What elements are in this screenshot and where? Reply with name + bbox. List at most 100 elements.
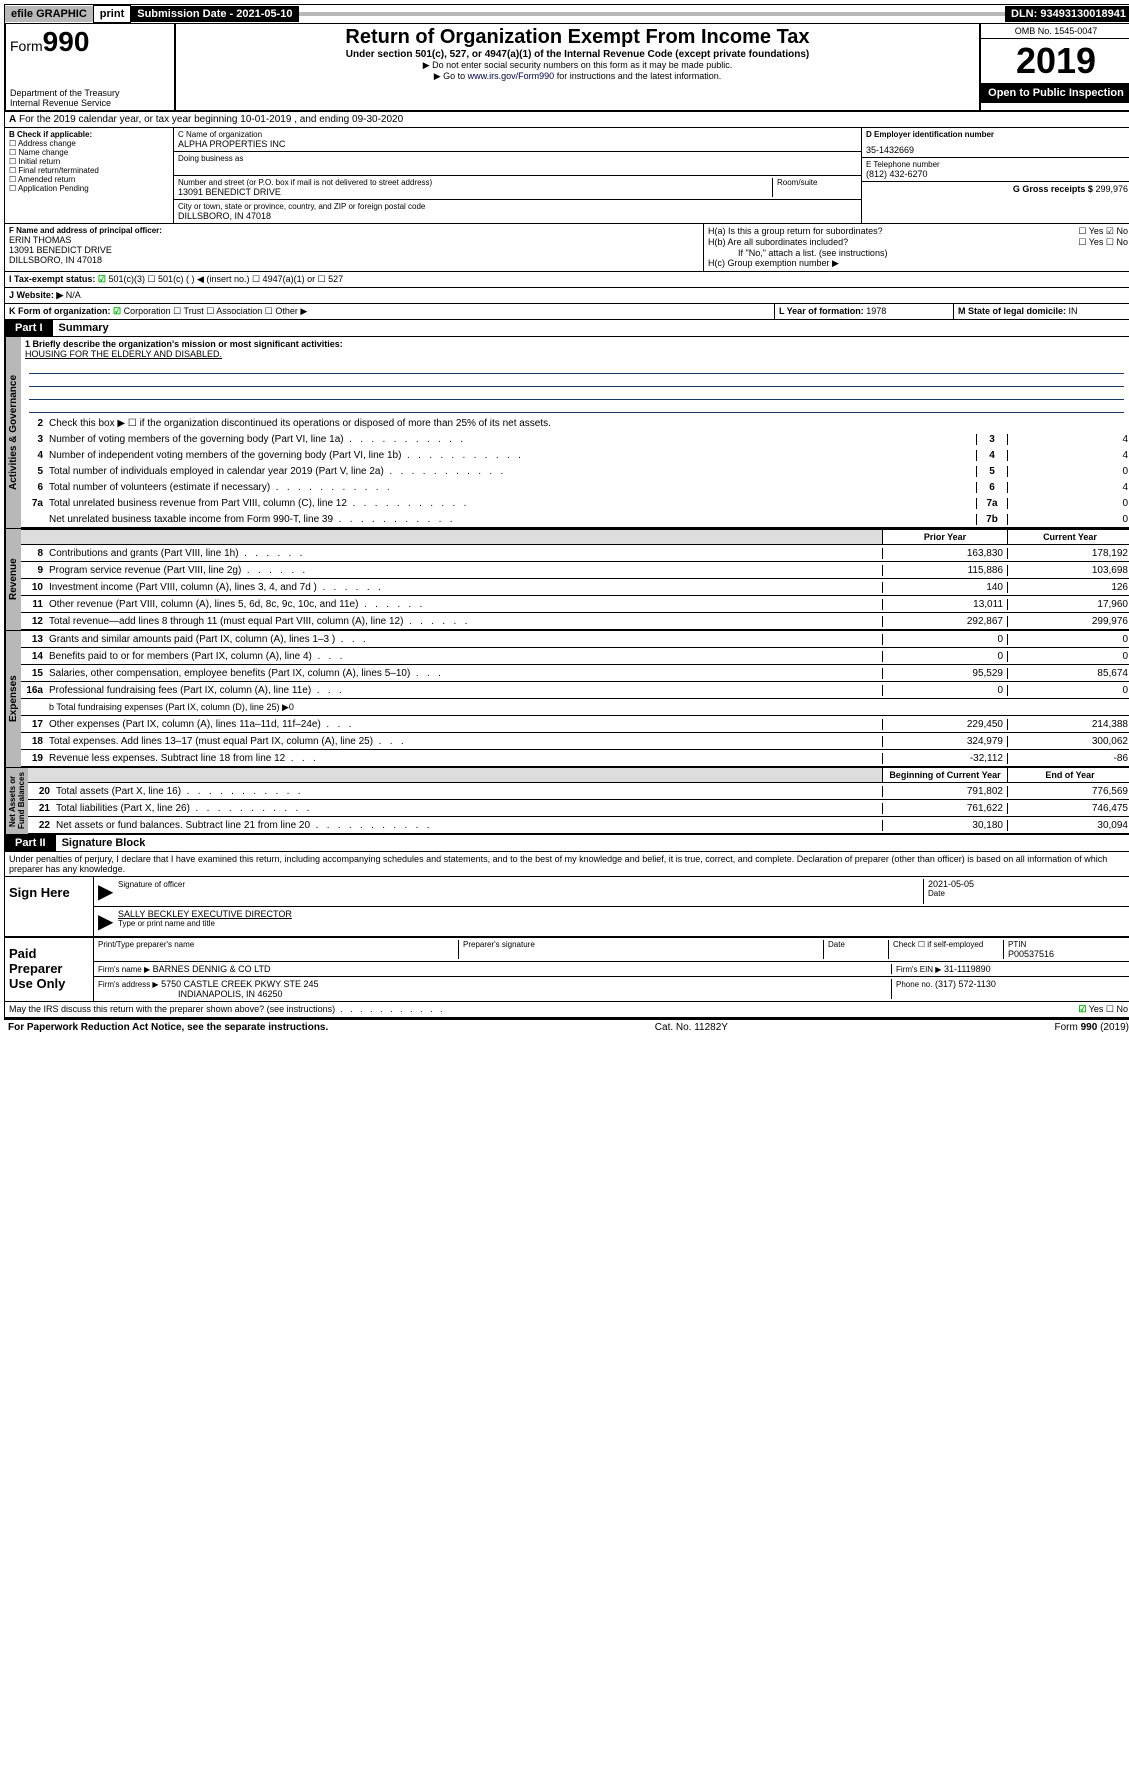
- current-value: 214,388: [1007, 719, 1129, 730]
- line-16b: b Total fundraising expenses (Part IX, c…: [47, 701, 882, 714]
- data-line: 18 Total expenses. Add lines 13–17 (must…: [21, 733, 1129, 750]
- firm-addr-label: Firm's address ▶: [98, 980, 159, 989]
- current-value: -86: [1007, 753, 1129, 764]
- box-deg: D Employer identification number 35-1432…: [861, 128, 1129, 223]
- ein-value: 35-1432669: [866, 139, 1128, 155]
- chk-initial-return[interactable]: ☐ Initial return: [9, 157, 169, 166]
- print-button[interactable]: print: [93, 5, 131, 23]
- chk-final-return[interactable]: ☐ Final return/terminated: [9, 166, 169, 175]
- part1-title: Summary: [53, 320, 115, 336]
- box-c: C Name of organization ALPHA PROPERTIES …: [174, 128, 861, 223]
- tax-exempt-opts: 501(c)(3) ☐ 501(c) ( ) ◀ (insert no.) ☐ …: [108, 274, 343, 284]
- governance-content: 1 Briefly describe the organization's mi…: [21, 337, 1129, 528]
- prior-value: 791,802: [882, 786, 1007, 797]
- expenses-tab: Expenses: [5, 631, 21, 767]
- footer-left: For Paperwork Reduction Act Notice, see …: [8, 1022, 328, 1033]
- omb-number: OMB No. 1545-0047: [981, 24, 1129, 39]
- chk-app-pending[interactable]: ☐ Application Pending: [9, 184, 169, 193]
- line-desc: Investment income (Part VIII, column (A)…: [47, 581, 882, 594]
- data-line: 12 Total revenue—add lines 8 through 11 …: [21, 613, 1129, 630]
- gross-receipts-label: G Gross receipts $: [1013, 184, 1093, 194]
- line-value: 0: [1007, 466, 1129, 477]
- mission-line: [29, 389, 1124, 400]
- discuss-row: May the IRS discuss this return with the…: [4, 1002, 1129, 1018]
- preparer-sig-label: Preparer's signature: [459, 940, 824, 959]
- current-value: 17,960: [1007, 599, 1129, 610]
- line-desc: Professional fundraising fees (Part IX, …: [47, 684, 882, 697]
- row-i: I Tax-exempt status: ☑ 501(c)(3) ☐ 501(c…: [4, 272, 1129, 288]
- dept-label: Department of the Treasury: [10, 88, 170, 98]
- data-line: 21 Total liabilities (Part X, line 26) 7…: [28, 800, 1129, 817]
- form-subtitle: Under section 501(c), 527, or 4947(a)(1)…: [180, 49, 975, 60]
- sig-officer-label: Signature of officer: [118, 880, 185, 889]
- h-c-question: H(c) Group exemption number ▶: [708, 258, 1128, 269]
- box-b: B Check if applicable: ☐ Address change …: [5, 128, 174, 223]
- discuss-answer: ☑ Yes ☐ No: [1078, 1004, 1128, 1015]
- line-desc: Total number of individuals employed in …: [47, 465, 976, 478]
- spacer: [299, 12, 1005, 16]
- officer-addr2: DILLSBORO, IN 47018: [9, 255, 699, 265]
- netassets-content: Beginning of Current Year End of Year 20…: [28, 768, 1129, 834]
- line-box-num: 5: [976, 466, 1007, 477]
- self-employed-label: Check ☐ if self-employed: [889, 940, 1004, 959]
- data-line: 20 Total assets (Part X, line 16) 791,80…: [28, 783, 1129, 800]
- expenses-content: 13 Grants and similar amounts paid (Part…: [21, 631, 1129, 767]
- top-bar: efile GRAPHIC print Submission Date - 20…: [4, 4, 1129, 24]
- form-prefix: Form: [10, 38, 43, 54]
- block-fh: F Name and address of principal officer:…: [4, 224, 1129, 272]
- footer-mid: Cat. No. 11282Y: [655, 1022, 728, 1033]
- chk-name-change[interactable]: ☐ Name change: [9, 148, 169, 157]
- website-label: J Website: ▶: [9, 290, 63, 300]
- line-box-num: 7a: [976, 498, 1007, 509]
- org-name-label: C Name of organization: [178, 130, 857, 139]
- gov-line: 5 Total number of individuals employed i…: [21, 463, 1129, 479]
- line-desc: Total liabilities (Part X, line 26): [54, 802, 882, 815]
- line-desc: Grants and similar amounts paid (Part IX…: [47, 633, 882, 646]
- ptin-value: P00537516: [1008, 949, 1128, 959]
- tax-year: 2019: [981, 39, 1129, 83]
- line-value: 0: [1007, 498, 1129, 509]
- governance-block: Activities & Governance 1 Briefly descri…: [4, 337, 1129, 529]
- phone-value: (812) 432-6270: [866, 169, 1128, 179]
- data-line: 9 Program service revenue (Part VIII, li…: [21, 562, 1129, 579]
- prior-value: 324,979: [882, 736, 1007, 747]
- data-line: 10 Investment income (Part VIII, column …: [21, 579, 1129, 596]
- sig-date: 2021-05-05: [928, 879, 1128, 889]
- block-bcdeg: B Check if applicable: ☐ Address change …: [4, 128, 1129, 224]
- chk-address-change[interactable]: ☐ Address change: [9, 139, 169, 148]
- ptin-label: PTIN: [1008, 940, 1128, 949]
- part1-tag: Part I: [5, 320, 53, 336]
- line-value: 4: [1007, 450, 1129, 461]
- prior-value: -32,112: [882, 753, 1007, 764]
- sign-here-label: Sign Here: [5, 877, 94, 936]
- line-box-num: 3: [976, 434, 1007, 445]
- prior-value: 95,529: [882, 668, 1007, 679]
- irs-label: Internal Revenue Service: [10, 98, 170, 108]
- firm-ein-label: Firm's EIN ▶: [896, 965, 941, 974]
- section-a-text: For the 2019 calendar year, or tax year …: [19, 114, 403, 125]
- sig-name-label: Type or print name and title: [118, 919, 1128, 928]
- current-value: 299,976: [1007, 616, 1129, 627]
- footer-right: Form 990 (2019): [1055, 1022, 1129, 1033]
- street-address: 13091 BENEDICT DRIVE: [178, 187, 772, 197]
- firm-city: INDIANAPOLIS, IN 46250: [98, 989, 283, 999]
- form-header: Form990 Department of the Treasury Inter…: [4, 24, 1129, 112]
- h-b-answer: ☐ Yes ☐ No: [1078, 237, 1128, 248]
- line-box-num: 4: [976, 450, 1007, 461]
- ein-label: D Employer identification number: [866, 130, 994, 139]
- prior-value: 292,867: [882, 616, 1007, 627]
- form-title: Return of Organization Exempt From Incom…: [180, 26, 975, 49]
- line-desc: Other expenses (Part IX, column (A), lin…: [47, 718, 882, 731]
- gov-line: 7a Total unrelated business revenue from…: [21, 495, 1129, 511]
- preparer-date-label: Date: [824, 940, 889, 959]
- irs-link[interactable]: www.irs.gov/Form990: [468, 71, 555, 81]
- open-public-badge: Open to Public Inspection: [981, 83, 1129, 103]
- chk-amended[interactable]: ☐ Amended return: [9, 175, 169, 184]
- state-domicile-label: M State of legal domicile:: [958, 306, 1066, 316]
- year-formation-value: 1978: [866, 306, 886, 316]
- current-value: 178,192: [1007, 548, 1129, 559]
- line-desc: Total unrelated business revenue from Pa…: [47, 497, 976, 510]
- line-desc: Benefits paid to or for members (Part IX…: [47, 650, 882, 663]
- h-a-answer: ☐ Yes ☑ No: [1078, 226, 1128, 237]
- netassets-tab: Net Assets orFund Balances: [5, 768, 28, 834]
